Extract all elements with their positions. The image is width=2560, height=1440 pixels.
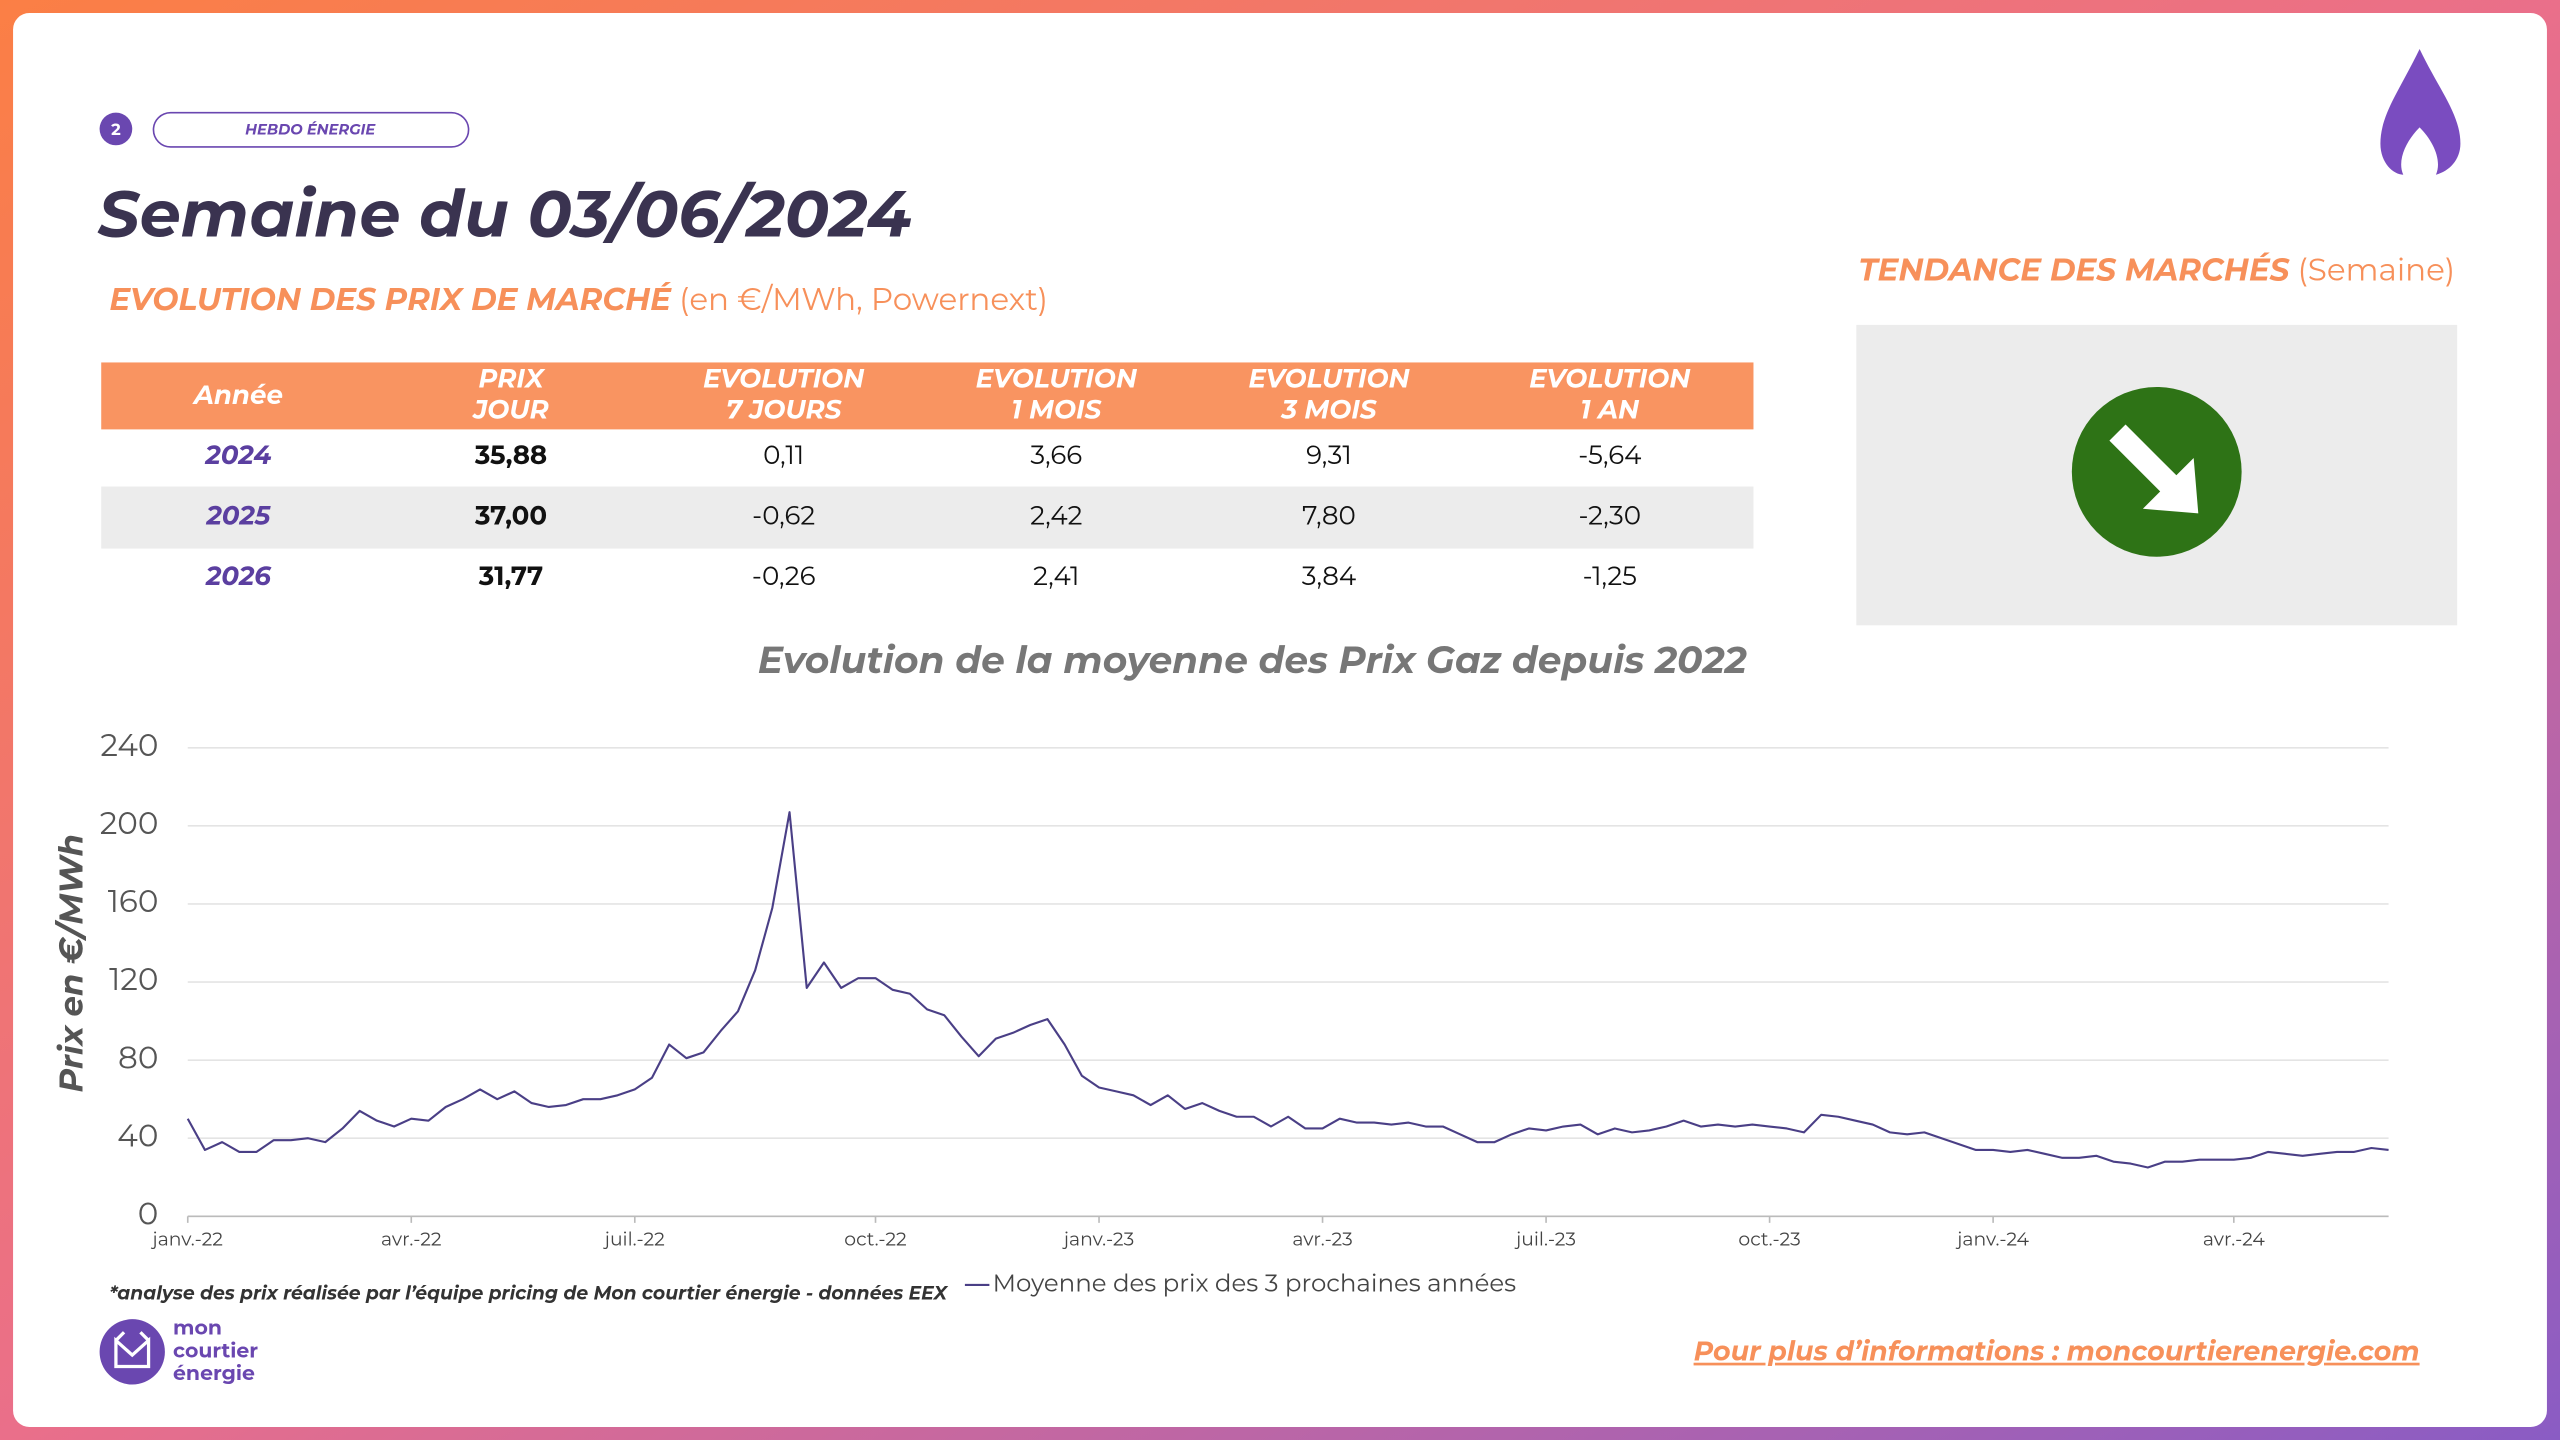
y-tick-label: 160 bbox=[108, 882, 159, 920]
table-header: PRIX bbox=[478, 362, 546, 394]
y-axis-label: Prix en €/MWh bbox=[51, 834, 91, 1093]
subtitle-bold: EVOLUTION DES PRIX DE MARCHÉ bbox=[109, 280, 672, 318]
table-cell: -0,62 bbox=[752, 499, 815, 531]
table-header: 1 MOIS bbox=[1011, 393, 1101, 425]
flame-icon bbox=[2380, 48, 2461, 175]
logo-text: mon bbox=[173, 1315, 222, 1340]
table-header: EVOLUTION bbox=[703, 362, 865, 394]
x-tick-label: oct.-22 bbox=[844, 1228, 906, 1251]
x-tick-label: janv.-22 bbox=[151, 1228, 223, 1251]
table-row-bg bbox=[101, 486, 1754, 549]
table-header-bg bbox=[101, 362, 1754, 430]
logo-icon bbox=[114, 1331, 151, 1369]
title: Semaine du 03/06/2024 bbox=[97, 174, 912, 253]
row-year: 2024 bbox=[204, 439, 271, 471]
table-cell: 2,41 bbox=[1033, 560, 1079, 592]
table-cell: 31,77 bbox=[478, 560, 543, 592]
trend-title-bold: TENDANCE DES MARCHÉS bbox=[1858, 251, 2290, 289]
page-badge bbox=[99, 112, 133, 146]
table-header: Année bbox=[192, 379, 283, 411]
legend-label: Moyenne des prix des 3 prochaines années bbox=[993, 1268, 1517, 1298]
trend-title-rest: (Semaine) bbox=[2298, 251, 2455, 289]
y-tick-label: 120 bbox=[109, 960, 158, 998]
chart: Evolution de la moyenne des Prix Gaz dep… bbox=[51, 638, 2389, 1298]
table-header: 3 MOIS bbox=[1280, 393, 1376, 425]
table-header: 1 AN bbox=[1580, 393, 1640, 425]
series-line bbox=[186, 811, 2389, 1169]
table-cell: -2,30 bbox=[1579, 499, 1642, 531]
page-number: 2 bbox=[111, 120, 121, 140]
x-tick-label: avr.-22 bbox=[381, 1228, 442, 1251]
tag: HEBDO ÉNERGIE bbox=[245, 121, 376, 139]
tag-pill bbox=[152, 111, 470, 148]
logo-text: énergie bbox=[173, 1361, 255, 1386]
subtitle-rest: (en €/MWh, Powernext) bbox=[679, 280, 1048, 318]
table-cell: 35,88 bbox=[474, 439, 547, 471]
table-cell: 9,31 bbox=[1306, 439, 1352, 471]
table-cell: 7,80 bbox=[1302, 499, 1356, 531]
subtitle: EVOLUTION DES PRIX DE MARCHÉ (en €/MWh, … bbox=[109, 280, 1048, 318]
row-year: 2025 bbox=[205, 500, 270, 532]
footnote: *analyse des prix réalisée par l’équipe … bbox=[109, 1282, 948, 1305]
table-cell: 3,84 bbox=[1302, 560, 1356, 592]
table-cell: 3,66 bbox=[1030, 439, 1082, 471]
x-tick-label: oct.-23 bbox=[1738, 1228, 1800, 1251]
table-cell: -5,64 bbox=[1578, 439, 1641, 471]
table-cell: 2,42 bbox=[1030, 499, 1082, 531]
table-header: EVOLUTION bbox=[1248, 362, 1410, 394]
x-tick-label: avr.-23 bbox=[1292, 1228, 1352, 1251]
website-link[interactable]: Pour plus d’informations : moncourtieren… bbox=[1694, 1335, 2420, 1368]
y-tick-label: 240 bbox=[100, 726, 158, 764]
y-tick-label: 0 bbox=[138, 1194, 159, 1232]
y-tick-label: 200 bbox=[100, 804, 159, 842]
x-tick-label: janv.-23 bbox=[1062, 1228, 1134, 1251]
table-cell: -1,25 bbox=[1583, 560, 1637, 592]
table-header: 7 JOURS bbox=[726, 393, 842, 425]
table-header: EVOLUTION bbox=[976, 362, 1138, 394]
x-tick-label: juil.-22 bbox=[603, 1228, 665, 1251]
table-cell: 0,11 bbox=[763, 439, 804, 471]
table-header: EVOLUTION bbox=[1529, 362, 1691, 394]
logo-mark bbox=[99, 1319, 165, 1385]
row-year: 2026 bbox=[205, 560, 272, 592]
logo-text: courtier bbox=[173, 1338, 258, 1363]
table-header: JOUR bbox=[471, 393, 548, 425]
x-tick-label: avr.-24 bbox=[2203, 1228, 2265, 1251]
table-cell: 37,00 bbox=[474, 500, 547, 532]
y-tick-label: 40 bbox=[117, 1116, 158, 1154]
table-cell: -0,26 bbox=[752, 560, 816, 592]
trend-arrow bbox=[2109, 424, 2199, 514]
trend-title: TENDANCE DES MARCHÉS (Semaine) bbox=[1858, 251, 2455, 289]
x-tick-label: janv.-24 bbox=[1955, 1228, 2029, 1251]
chart-title: Evolution de la moyenne des Prix Gaz dep… bbox=[758, 638, 1748, 683]
x-tick-label: juil.-23 bbox=[1514, 1228, 1576, 1251]
y-tick-label: 80 bbox=[118, 1038, 158, 1076]
